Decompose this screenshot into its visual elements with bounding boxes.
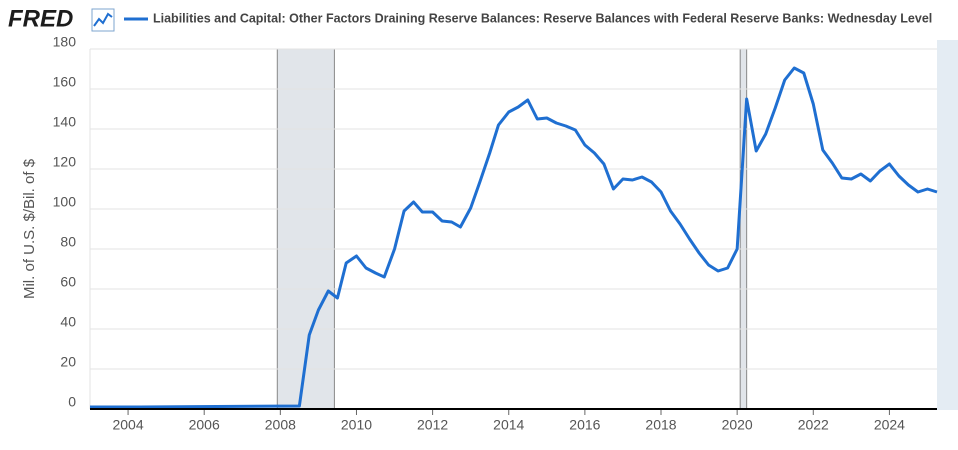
y-tick-label: 180 xyxy=(53,34,77,50)
y-tick-label: 20 xyxy=(60,354,76,370)
y-tick-label: 140 xyxy=(53,114,77,130)
x-tick-label: 2020 xyxy=(722,417,753,433)
x-tick-label: 2024 xyxy=(874,417,905,433)
x-tick-label: 2004 xyxy=(112,417,143,433)
y-tick-label: 120 xyxy=(53,154,77,170)
y-axis-label: Mil. of U.S. $/Bil. of $ xyxy=(21,158,38,299)
x-tick-label: 2022 xyxy=(798,417,829,433)
x-tick-label: 2014 xyxy=(493,417,524,433)
logo: FRED xyxy=(8,5,73,32)
x-tick-label: 2008 xyxy=(265,417,296,433)
x-tick-label: 2016 xyxy=(569,417,600,433)
x-tick-label: 2010 xyxy=(341,417,372,433)
series-line xyxy=(90,66,938,409)
x-tick-label: 2018 xyxy=(645,417,676,433)
y-tick-label: 160 xyxy=(53,74,77,90)
x-tick-label: 2012 xyxy=(417,417,448,433)
y-tick-label: 100 xyxy=(53,194,77,210)
y-tick-label: 80 xyxy=(60,234,76,250)
side-strip xyxy=(937,40,958,410)
y-tick-label: 0 xyxy=(68,394,76,410)
y-tick-label: 60 xyxy=(60,274,76,290)
y-tick-label: 40 xyxy=(60,314,76,330)
logo-icon xyxy=(91,8,115,32)
legend-label: Liabilities and Capital: Other Factors D… xyxy=(153,11,932,25)
x-tick-label: 2006 xyxy=(189,417,220,433)
